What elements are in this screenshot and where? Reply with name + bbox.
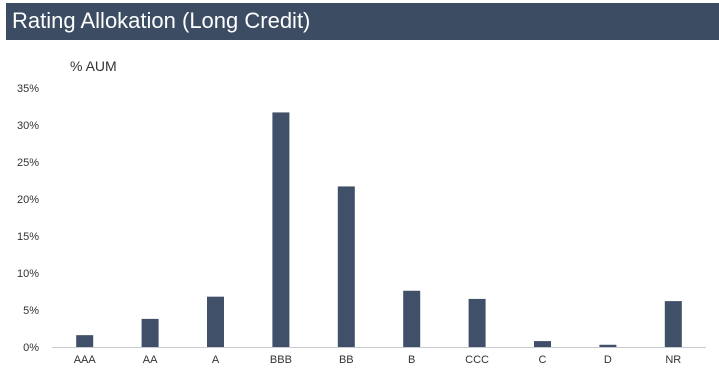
x-tick-labels: AAA AA A BBB BB B CCC C D NR <box>74 354 682 366</box>
x-tick-label: AA <box>143 354 158 366</box>
bar-aaa <box>76 335 94 347</box>
bar-d <box>599 344 617 347</box>
x-tick-label: D <box>604 354 612 366</box>
bar-c <box>534 341 551 347</box>
bar-a <box>207 296 224 347</box>
bar-b <box>403 290 421 347</box>
bar-bb <box>337 186 355 347</box>
x-tick-label: CCC <box>465 354 489 366</box>
bar-bbb <box>272 112 290 347</box>
x-tick-label: BBB <box>270 354 292 366</box>
title-bar: Rating Allokation (Long Credit) <box>6 3 719 40</box>
bar-chart: % AUM 0%5%10%15%20%25%30%35% AAA AA A BBB BB… <box>17 58 706 366</box>
x-tick-label: B <box>408 354 415 366</box>
chart-area: % AUM 0% 5% 10% 15% 20% 25% 30% 35% AAA AA A BBB BB… <box>0 40 719 372</box>
x-tick-label: NR <box>665 354 681 366</box>
bars <box>76 112 682 347</box>
y-tick-label: 15% <box>17 231 39 243</box>
y-axis-label: % AUM <box>70 58 117 74</box>
x-tick-label: AAA <box>74 354 97 366</box>
y-tick-label: 30% <box>17 120 39 132</box>
y-tick-labels: 0% 5% 10% 15% 20% 25% 30% 35% <box>17 83 39 354</box>
bar-nr <box>664 301 682 347</box>
x-tick-label: BB <box>339 354 354 366</box>
page-title: Rating Allokation (Long Credit) <box>12 8 311 33</box>
y-tick-label: 20% <box>17 194 39 206</box>
bar-aa <box>141 318 159 347</box>
y-tick-label: 25% <box>17 157 39 169</box>
y-tick-label: 10% <box>17 268 39 280</box>
x-tick-label: C <box>539 354 547 366</box>
x-tick-label: A <box>212 354 220 366</box>
y-tick-label: 35% <box>17 83 39 95</box>
bar-ccc <box>468 298 486 347</box>
y-tick-label: 0% <box>23 342 39 354</box>
y-tick-label: 5% <box>23 305 39 317</box>
